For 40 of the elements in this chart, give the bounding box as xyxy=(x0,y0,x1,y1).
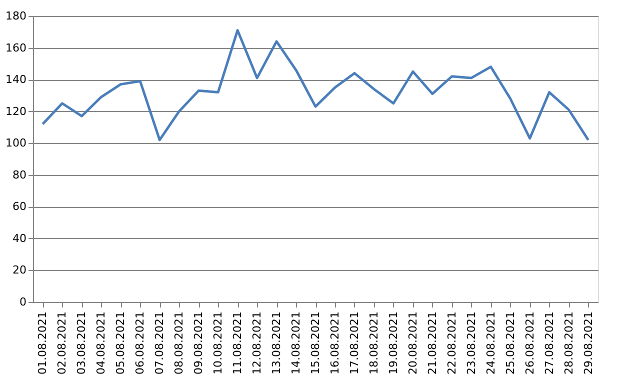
x-tick-label: 19.08.2021 xyxy=(386,312,400,374)
x-tick-label: 06.08.2021 xyxy=(134,312,147,374)
y-tick-label: 120 xyxy=(6,104,26,118)
x-tick-label: 17.08.2021 xyxy=(348,312,361,374)
x-tick-label: 27.08.2021 xyxy=(542,312,556,374)
x-tick-label: 02.08.2021 xyxy=(56,312,69,374)
x-tick-label: 11.08.2021 xyxy=(231,312,244,374)
y-tick-label: 100 xyxy=(6,136,26,150)
x-tick-label: 01.08.2021 xyxy=(36,312,50,374)
x-tick-label: 14.08.2021 xyxy=(290,312,303,374)
y-tick-label: 40 xyxy=(12,232,26,245)
x-tick-label: 08.08.2021 xyxy=(172,312,186,374)
line-series xyxy=(41,29,590,142)
y-tick-label: 180 xyxy=(6,10,26,22)
y-tick-label: 20 xyxy=(12,264,26,277)
x-tick-label: 25.08.2021 xyxy=(504,312,517,374)
x-tick-label: 05.08.2021 xyxy=(114,312,128,374)
x-tick-label: 03.08.2021 xyxy=(75,312,88,374)
x-tick-label: 26.08.2021 xyxy=(523,312,536,374)
x-tick-label: 15.08.2021 xyxy=(309,312,322,374)
y-tick-label: 80 xyxy=(12,168,26,182)
y-tick-label: 60 xyxy=(12,200,26,214)
x-tick-label: 12.08.2021 xyxy=(250,312,264,374)
y-tick-label: 160 xyxy=(6,41,26,54)
x-tick-label: 22.08.2021 xyxy=(445,312,458,374)
x-tick-label: 07.08.2021 xyxy=(153,312,166,374)
x-tick-label: 23.08.2021 xyxy=(464,312,478,374)
x-tick-label: 13.08.2021 xyxy=(270,312,284,374)
x-tick-label: 16.08.2021 xyxy=(328,312,342,374)
y-tick-label: 140 xyxy=(6,73,26,86)
x-tick-label: 28.08.2021 xyxy=(562,312,576,374)
x-tick-label: 18.08.2021 xyxy=(367,312,380,374)
x-tick-label: 21.08.2021 xyxy=(426,312,439,374)
x-tick-label: 10.08.2021 xyxy=(212,312,225,374)
x-tick-label: 09.08.2021 xyxy=(192,312,206,374)
x-tick-label: 24.08.2021 xyxy=(484,312,498,374)
x-tick-label: 04.08.2021 xyxy=(94,312,108,374)
y-tick-label: 0 xyxy=(20,296,26,308)
x-tick-label: 29.08.2021 xyxy=(582,312,595,374)
x-tick-label: 20.08.2021 xyxy=(406,312,420,374)
